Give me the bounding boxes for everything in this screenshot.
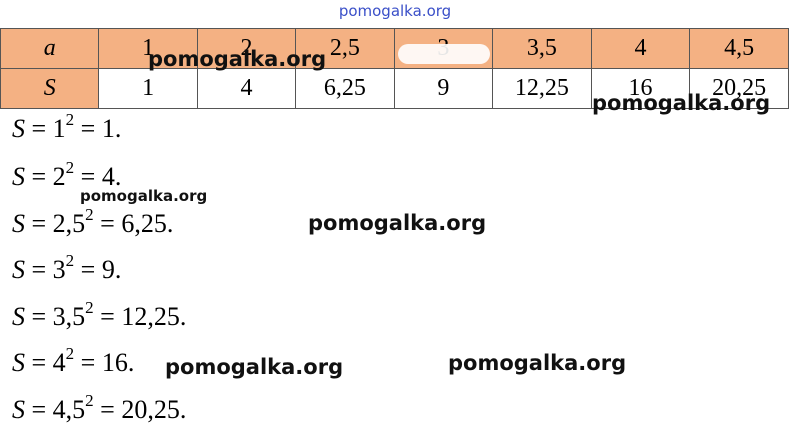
- base: = 2,5: [25, 209, 86, 238]
- table-cell: 3,5: [492, 28, 592, 69]
- table-cell: 2,5: [295, 28, 395, 69]
- table-cell: 6,25: [295, 68, 395, 109]
- table-cell: 9: [393, 68, 494, 109]
- equation: S = 4,52 = 20,25.: [12, 392, 187, 425]
- equation: S = 22 = 4.: [12, 159, 122, 192]
- base: = 4: [25, 348, 66, 377]
- table-cell: 4,5: [689, 28, 789, 69]
- base: = 3,5: [25, 302, 86, 331]
- result: = 6,25.: [93, 209, 174, 238]
- exponent: 2: [65, 344, 75, 363]
- variable: S: [12, 395, 25, 424]
- watermark: pomogalka.org: [148, 47, 327, 71]
- variable: S: [12, 348, 25, 377]
- result: = 1.: [74, 114, 122, 143]
- result: = 16.: [74, 348, 135, 377]
- result: = 4.: [74, 162, 122, 191]
- top-watermark: pomogalka.org: [338, 2, 452, 20]
- table-cell: 12,25: [492, 68, 592, 109]
- base: = 1: [25, 114, 66, 143]
- table-cell: 20,25: [689, 68, 789, 109]
- equation: S = 42 = 16.: [12, 345, 135, 378]
- watermark: pomogalka.org: [165, 355, 344, 379]
- watermark: pomogalka.org: [448, 351, 627, 375]
- watermark: pomogalka.org: [592, 91, 771, 115]
- variable: S: [12, 114, 25, 143]
- table-row: S 1 4 6,25 9 12,25 16 20,25: [0, 68, 789, 109]
- table-cell: a: [0, 28, 100, 69]
- exponent: 2: [85, 205, 94, 224]
- base: = 2: [25, 162, 66, 191]
- result: = 9.: [74, 255, 122, 284]
- table-cell: 4: [196, 68, 297, 109]
- variable: S: [12, 255, 25, 284]
- exponent: 2: [85, 391, 94, 410]
- variable: S: [12, 302, 25, 331]
- table-cell: S: [0, 68, 100, 109]
- variable: S: [12, 162, 25, 191]
- watermark: pomogalka.org: [80, 187, 208, 205]
- base: = 4,5: [25, 395, 86, 424]
- exponent: 2: [85, 298, 94, 317]
- equation: S = 12 = 1.: [12, 111, 122, 144]
- equation: S = 2,52 = 6,25.: [12, 206, 174, 239]
- result: = 20,25.: [93, 395, 187, 424]
- blur-patch: [398, 44, 490, 64]
- variable: S: [12, 209, 25, 238]
- table-cell: 16: [590, 68, 691, 109]
- exponent: 2: [65, 251, 75, 270]
- table-cell: 1: [98, 68, 198, 109]
- equation: S = 32 = 9.: [12, 252, 122, 285]
- equation: S = 3,52 = 12,25.: [12, 299, 187, 332]
- table-cell: 1: [98, 28, 198, 69]
- table-cell: 4: [590, 28, 691, 69]
- watermark: pomogalka.org: [308, 211, 487, 235]
- exponent: 2: [65, 158, 75, 177]
- base: = 3: [25, 255, 66, 284]
- result: = 12,25.: [93, 302, 187, 331]
- exponent: 2: [65, 110, 75, 129]
